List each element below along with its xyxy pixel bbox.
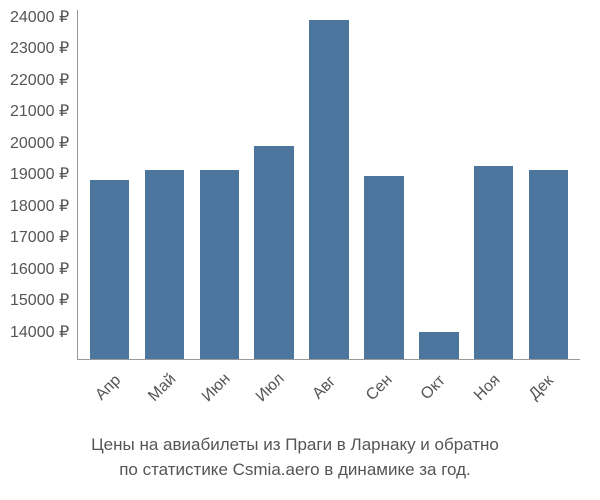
x-tick-label: Апр (83, 363, 149, 429)
bar-slot (357, 10, 412, 359)
x-tick-label: Авг (300, 363, 366, 429)
y-tick-label: 15000 ₽ (10, 293, 69, 309)
bar (200, 170, 240, 359)
x-tick-label: Май (137, 363, 203, 429)
y-tick-label: 22000 ₽ (10, 73, 69, 89)
plot-area: 24000 ₽ 23000 ₽ 22000 ₽ 21000 ₽ 20000 ₽ 19000… (10, 10, 580, 360)
chart-caption: Цены на авиабилеты из Праги в Ларнаку и … (10, 433, 580, 482)
y-tick-label: 16000 ₽ (10, 262, 69, 278)
y-tick-label: 23000 ₽ (10, 41, 69, 57)
bar-slot (82, 10, 137, 359)
bar-slot (411, 10, 466, 359)
y-tick-label: 18000 ₽ (10, 199, 69, 215)
bar (419, 332, 459, 359)
bars-inner (78, 10, 580, 359)
bar (364, 176, 404, 359)
bar (90, 180, 130, 359)
bar-slot (247, 10, 302, 359)
bar-slot (521, 10, 576, 359)
bar-slot (137, 10, 192, 359)
bar (309, 20, 349, 359)
bars-region (77, 10, 580, 360)
x-axis: АпрМайИюнИюлАвгСенОктНояДек (10, 360, 580, 415)
y-tick-label: 24000 ₽ (10, 10, 69, 26)
bar (254, 146, 294, 359)
x-tick-label: Окт (408, 363, 474, 429)
x-tick-label: Июн (191, 363, 257, 429)
caption-line-1: Цены на авиабилеты из Праги в Ларнаку и … (91, 435, 499, 454)
x-tick-label: Июл (245, 363, 311, 429)
y-tick-label: 19000 ₽ (10, 167, 69, 183)
bar (529, 170, 569, 359)
x-labels: АпрМайИюнИюлАвгСенОктНояДек (85, 366, 580, 415)
y-tick-label: 21000 ₽ (10, 104, 69, 120)
y-tick-label: 20000 ₽ (10, 136, 69, 152)
chart-container: 24000 ₽ 23000 ₽ 22000 ₽ 21000 ₽ 20000 ₽ 19000… (0, 0, 600, 500)
x-axis-spacer (10, 366, 85, 415)
bar (474, 166, 514, 359)
y-tick-label: 17000 ₽ (10, 230, 69, 246)
x-tick-label: Сен (354, 363, 420, 429)
bar-slot (466, 10, 521, 359)
x-tick-label: Ноя (462, 363, 528, 429)
caption-line-2: по статистике Csmia.aero в динамике за г… (119, 460, 471, 479)
y-tick-label: 14000 ₽ (10, 325, 69, 341)
y-axis: 24000 ₽ 23000 ₽ 22000 ₽ 21000 ₽ 20000 ₽ 19000… (10, 10, 77, 360)
bar (145, 170, 185, 359)
x-tick-label: Дек (516, 363, 582, 429)
bar-slot (302, 10, 357, 359)
bar-slot (192, 10, 247, 359)
